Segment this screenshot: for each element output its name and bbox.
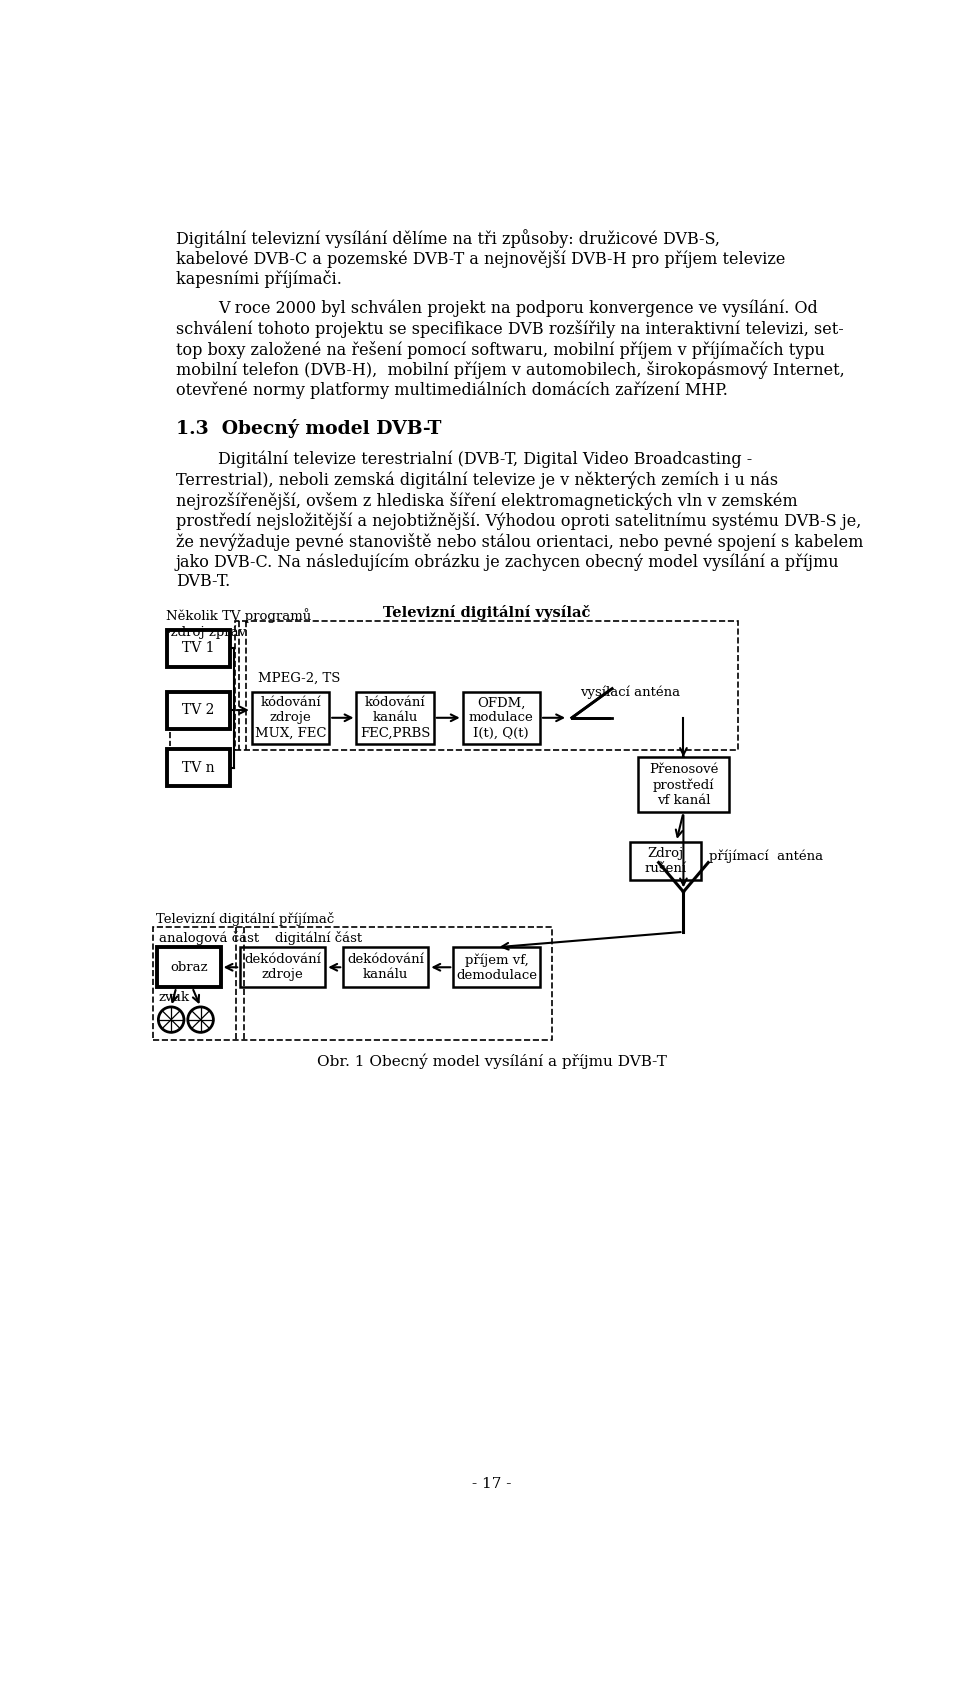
Text: - 17 -: - 17 - [472, 1476, 512, 1490]
Text: zvuk: zvuk [158, 992, 190, 1004]
Text: vysílací anténa: vysílací anténa [580, 686, 680, 699]
Text: Televizní digitální vysílač: Televizní digitální vysílač [383, 606, 590, 621]
Bar [453, 947, 540, 987]
Bar [344, 947, 428, 987]
Text: Digitální televize terestrialní (DVB-T, Digital Video Broadcasting -: Digitální televize terestrialní (DVB-T, … [219, 451, 753, 468]
Bar [166, 692, 230, 728]
Text: že nevýžaduje pevné stanoviště nebo stálou orientaci, nebo pevné spojení s kabel: že nevýžaduje pevné stanoviště nebo stál… [176, 532, 863, 551]
Bar [166, 629, 230, 667]
Text: Přenosové
prostředí
vf kanál: Přenosové prostředí vf kanál [649, 764, 718, 806]
Bar [153, 927, 552, 1039]
Text: dekódování
zdroje: dekódování zdroje [244, 953, 322, 981]
Bar [252, 692, 329, 743]
Bar [463, 692, 540, 743]
Text: top boxy založené na řešení pomocí softwaru, mobilní příjem v příjímačích typu: top boxy založené na řešení pomocí softw… [176, 340, 825, 359]
Text: mobilní telefon (DVB-H),  mobilní příjem v automobilech, širokopásmový Internet,: mobilní telefon (DVB-H), mobilní příjem … [176, 361, 845, 379]
Text: V roce 2000 byl schválen projekt na podporu konvergence ve vysílání. Od: V roce 2000 byl schválen projekt na podp… [219, 299, 818, 318]
Bar [630, 842, 701, 879]
Text: TV 2: TV 2 [182, 703, 214, 718]
Text: digitální část: digitální část [275, 930, 362, 946]
Bar [240, 947, 325, 987]
Text: Televizní digitální příjímač: Televizní digitální příjímač [156, 912, 335, 925]
Text: nejrozšířenější, ovšem z hlediska šíření elektromagnetických vln v zemském: nejrozšířenější, ovšem z hlediska šíření… [176, 492, 798, 510]
Bar [166, 750, 230, 786]
Text: příjem vf,
demodulace: příjem vf, demodulace [456, 953, 538, 981]
Text: TV 1: TV 1 [182, 641, 214, 655]
Text: prostředí nejsložitější a nejobtižnější. Výhodou oproti satelitnímu systému DVB-: prostředí nejsložitější a nejobtižnější.… [176, 512, 861, 531]
Text: Digitální televizní vysílání dělíme na tři způsoby: družicové DVB-S,: Digitální televizní vysílání dělíme na t… [176, 230, 720, 248]
Text: analogová část: analogová část [158, 930, 259, 946]
Bar [356, 692, 434, 743]
Text: příjímací  anténa: příjímací anténa [709, 849, 823, 862]
Text: schválení tohoto projektu se specifikace DVB rozšířily na interaktivní televizi,: schválení tohoto projektu se specifikace… [176, 320, 844, 338]
Text: kapesními příjímači.: kapesními příjímači. [176, 270, 342, 289]
Text: dekódování
kanálu: dekódování kanálu [348, 953, 424, 981]
Bar [637, 757, 730, 813]
Bar [157, 947, 221, 987]
Bar [234, 621, 738, 750]
Text: obraz: obraz [170, 961, 207, 973]
Text: jako DVB-C. Na následujícím obrázku je zachycen obecný model vysílání a příjmu: jako DVB-C. Na následujícím obrázku je z… [176, 553, 839, 570]
Text: OFDM,
modulace
I(t), Q(t): OFDM, modulace I(t), Q(t) [468, 696, 534, 740]
Text: Obr. 1 Obecný model vysílání a příjmu DVB-T: Obr. 1 Obecný model vysílání a příjmu DV… [317, 1055, 667, 1070]
Text: Několik TV programů
-zdroj zpráv: Několik TV programů -zdroj zpráv [166, 609, 312, 640]
Text: Zdroj
rušení: Zdroj rušení [644, 847, 686, 874]
Text: kabelové DVB-C a pozemské DVB-T a nejnovější DVB-H pro příjem televize: kabelové DVB-C a pozemské DVB-T a nejnov… [176, 250, 785, 269]
Text: MPEG-2, TS: MPEG-2, TS [258, 672, 341, 684]
Text: kódování
kanálu
FEC,PRBS: kódování kanálu FEC,PRBS [360, 696, 430, 740]
Text: otevřené normy platformy multimediálních domácích zařízení MHP.: otevřené normy platformy multimediálních… [176, 381, 728, 400]
Text: 1.3  Obecný model DVB-T: 1.3 Obecný model DVB-T [176, 418, 442, 437]
Text: Terrestrial), neboli zemská digitální televize je v některých zemích i u nás: Terrestrial), neboli zemská digitální te… [176, 471, 778, 488]
Text: kódování
zdroje
MUX, FEC: kódování zdroje MUX, FEC [254, 696, 326, 740]
Text: DVB-T.: DVB-T. [176, 573, 230, 590]
Text: TV n: TV n [182, 760, 215, 776]
